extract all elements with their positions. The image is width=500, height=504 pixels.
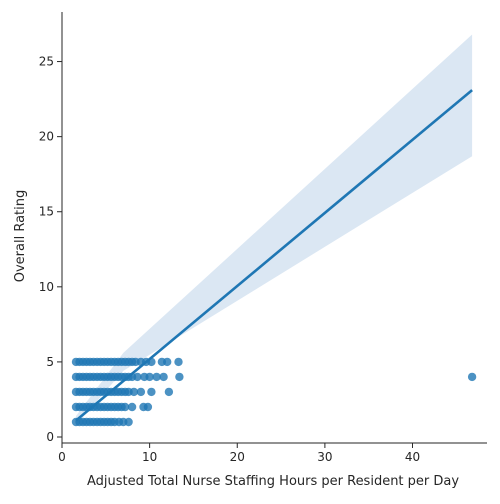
y-tick-label: 20 bbox=[39, 130, 54, 144]
confidence-band bbox=[76, 34, 473, 425]
x-tick-label: 0 bbox=[58, 450, 66, 464]
scatter-point bbox=[467, 372, 477, 382]
y-axis-label: Overall Rating bbox=[13, 190, 28, 283]
scatter-point bbox=[174, 357, 183, 367]
scatter-point bbox=[175, 372, 184, 382]
regression-line-layer bbox=[75, 89, 473, 422]
scatter-point bbox=[143, 402, 153, 412]
scatter-point bbox=[120, 402, 130, 412]
y-tick-label: 15 bbox=[39, 205, 54, 219]
scatter-point bbox=[129, 387, 139, 397]
scatter-point bbox=[127, 402, 137, 412]
y-tick-label: 5 bbox=[46, 355, 54, 369]
scatter-points-layer bbox=[71, 357, 477, 427]
regression-line bbox=[75, 89, 473, 422]
x-tick-label: 30 bbox=[317, 450, 332, 464]
confidence-band-layer bbox=[76, 34, 473, 425]
scatter-point bbox=[164, 387, 174, 397]
scatter-point bbox=[145, 372, 154, 382]
y-tick-label: 0 bbox=[46, 430, 54, 444]
y-tick-label: 25 bbox=[39, 55, 54, 69]
x-axis-label: Adjusted Total Nurse Staffing Hours per … bbox=[87, 474, 459, 489]
scatter-point bbox=[124, 417, 133, 427]
x-tick-label: 40 bbox=[405, 450, 420, 464]
scatter-point bbox=[136, 387, 146, 397]
scatter-point bbox=[147, 387, 156, 397]
axes-layer: 0 10 20 30 40 0 5 10 15 20 25 bbox=[39, 12, 487, 464]
x-tick-label: 10 bbox=[142, 450, 157, 464]
scatter-point bbox=[133, 372, 142, 382]
scatter-point bbox=[152, 372, 161, 382]
y-tick-label: 10 bbox=[39, 280, 54, 294]
x-tick-label: 20 bbox=[230, 450, 245, 464]
scatter-point bbox=[163, 357, 172, 367]
scatter-point bbox=[159, 372, 168, 382]
